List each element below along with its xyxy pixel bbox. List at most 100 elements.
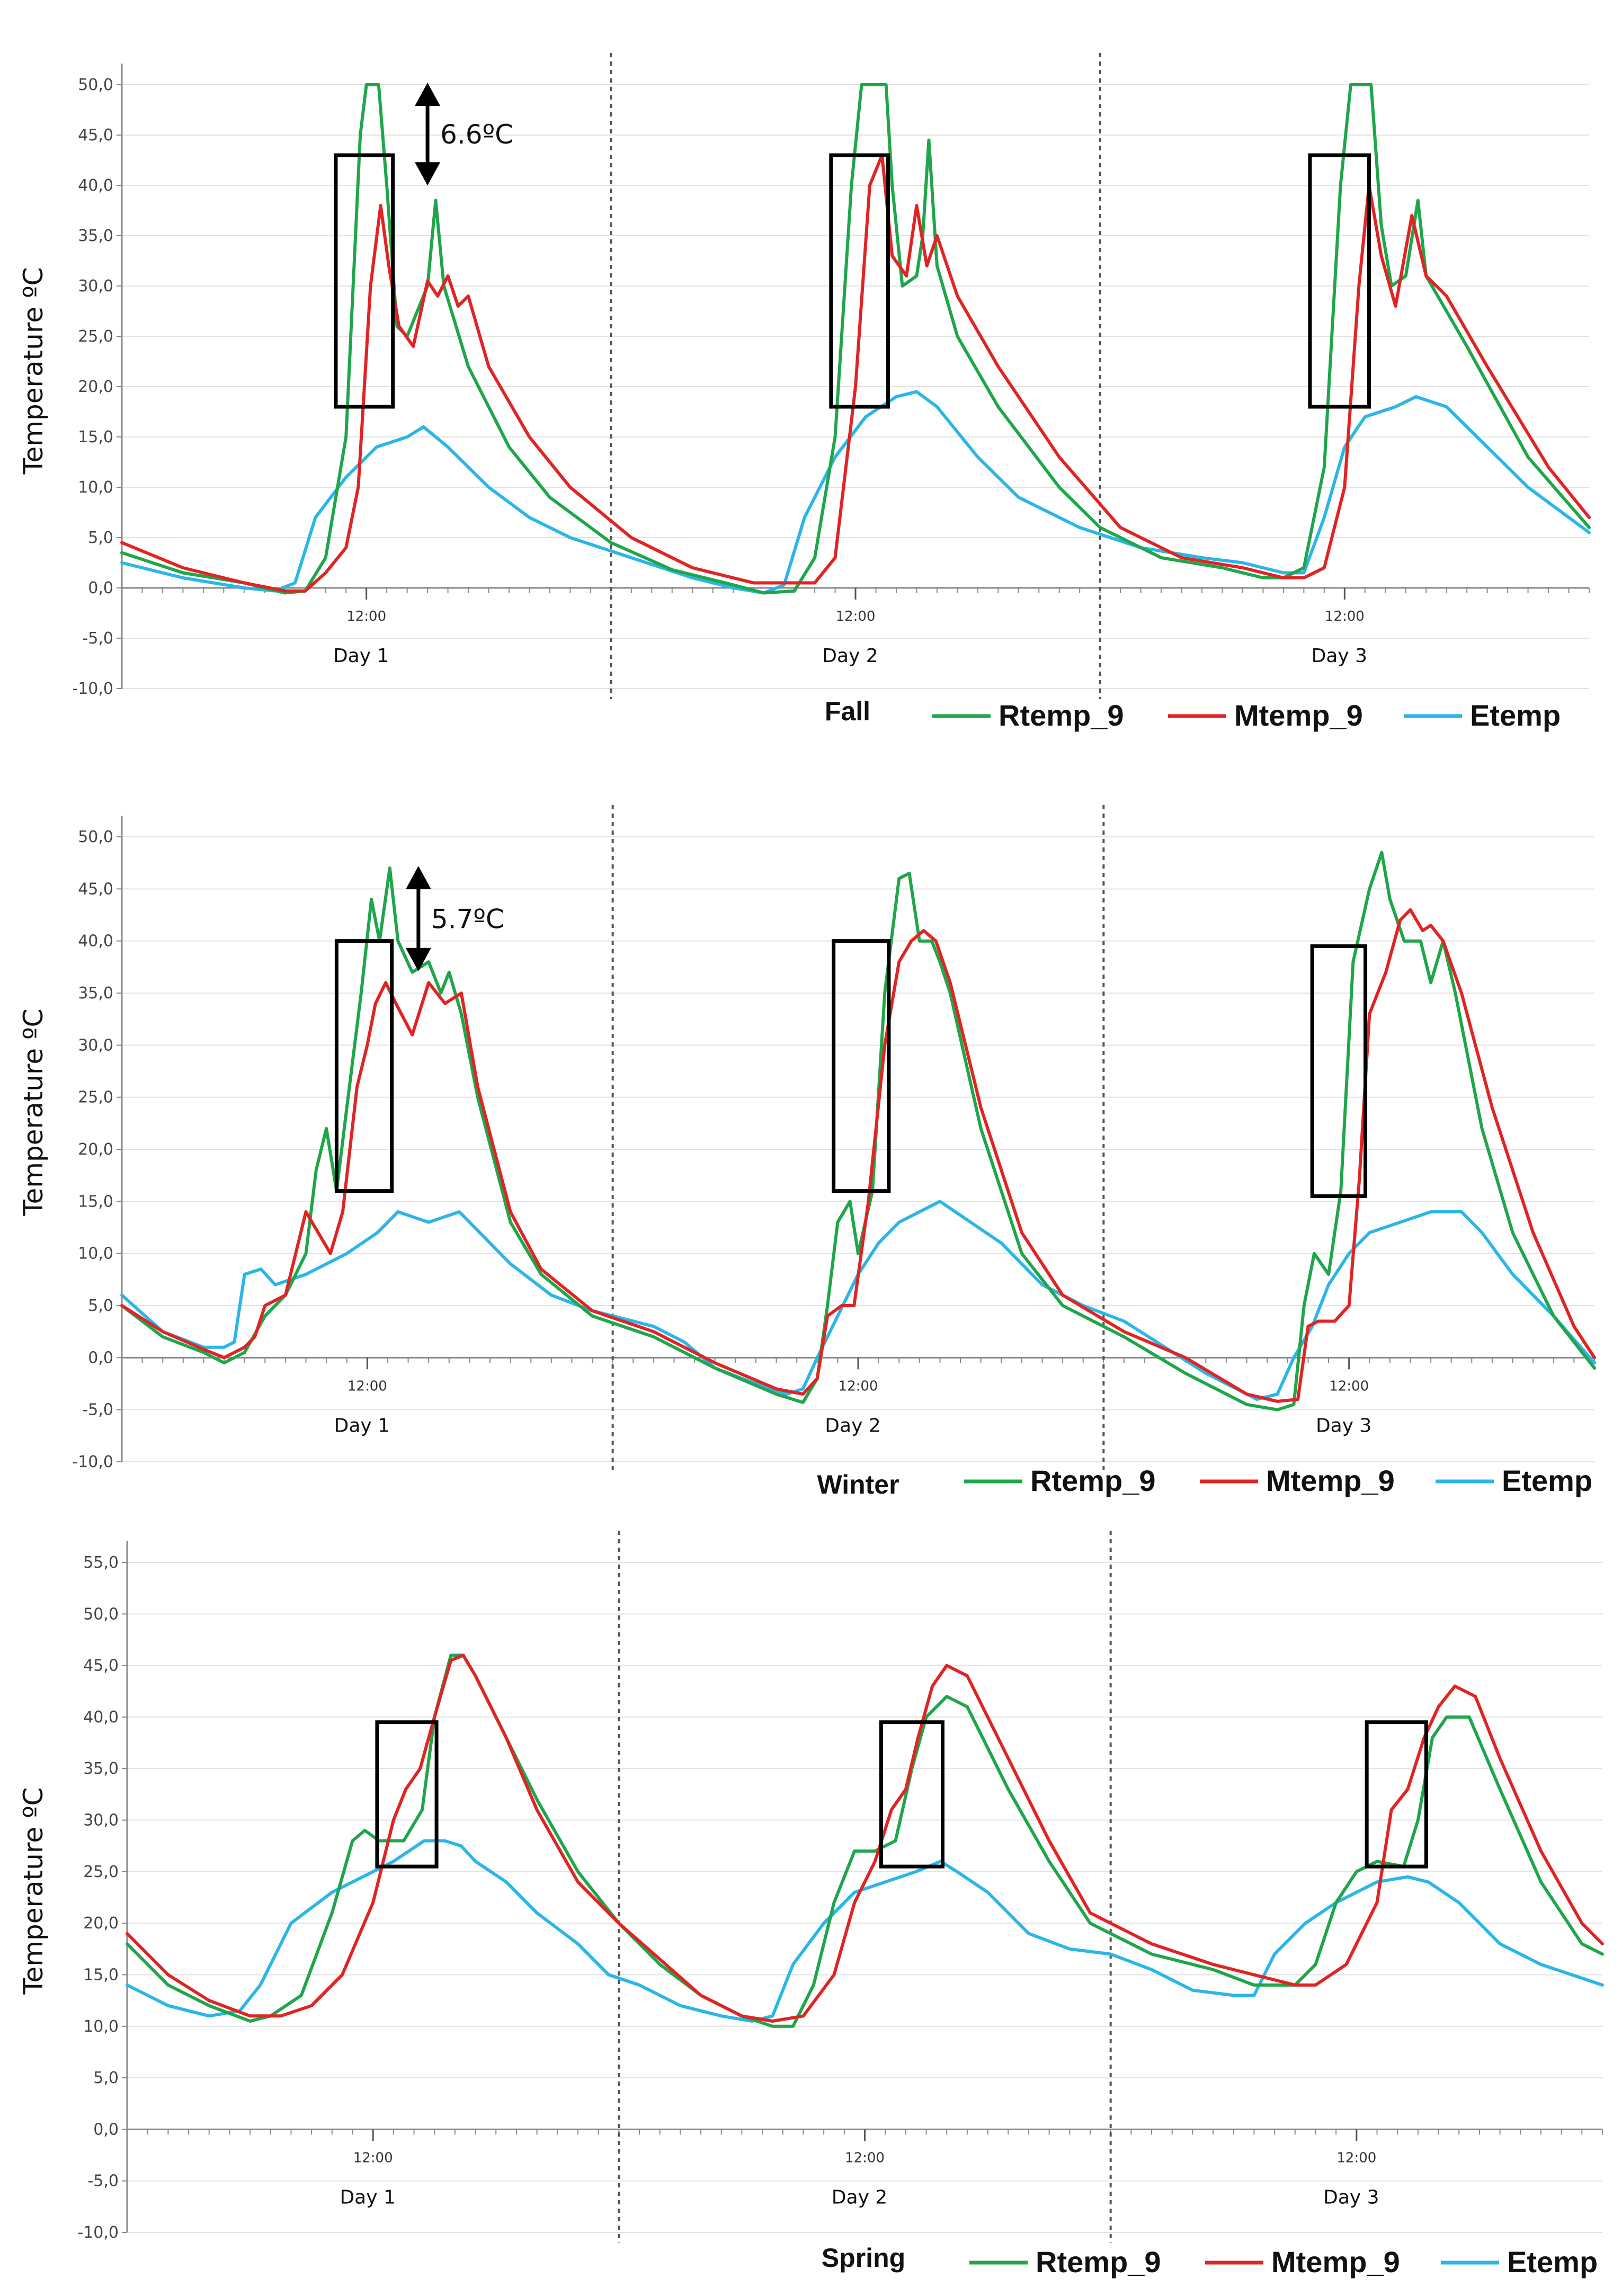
legend-label-etemp: Etemp — [1470, 699, 1561, 732]
y-axis-label: Temperature ºC — [18, 267, 49, 475]
x-tick-label: 12:00 — [347, 1378, 387, 1394]
x-tick-label: 12:00 — [839, 1378, 878, 1394]
day-label: Day 1 — [333, 645, 389, 667]
legend-label-mtemp_9: Mtemp_9 — [1271, 2245, 1400, 2279]
day-label: Day 3 — [1312, 645, 1367, 667]
day-label: Day 2 — [832, 2186, 887, 2208]
series-line-mtemp_9 — [126, 1654, 1604, 2023]
y-tick-label: 45,0 — [78, 126, 113, 145]
y-tick-label: 50,0 — [83, 1605, 119, 1623]
annotation-arrow-up-icon — [415, 83, 441, 106]
series-line-rtemp_9 — [120, 83, 1591, 595]
x-tick-label: 12:00 — [836, 609, 876, 624]
annotation-label: 5.7ºC — [431, 904, 504, 934]
y-tick-label: 25,0 — [78, 327, 113, 346]
highlight-box — [375, 1720, 439, 1869]
annotation-arrow-down-icon — [405, 948, 431, 971]
y-tick-label: 50,0 — [78, 76, 113, 94]
legend-label-etemp: Etemp — [1502, 1464, 1592, 1497]
legend-label-rtemp_9: Rtemp_9 — [1030, 1464, 1156, 1497]
y-tick-label: 5,0 — [88, 1297, 113, 1315]
x-tick-label: 12:00 — [1329, 1378, 1369, 1394]
y-tick-label: 10,0 — [83, 2017, 119, 2036]
y-tick-label: 15,0 — [78, 1192, 113, 1211]
y-axis-label: Temperature ºC — [18, 1787, 49, 1995]
x-tick-label: 12:00 — [1336, 2150, 1376, 2166]
legend-label-mtemp_9: Mtemp_9 — [1266, 1464, 1395, 1497]
y-tick-label: 0,0 — [88, 1348, 113, 1367]
y-tick-label: 15,0 — [78, 428, 113, 446]
day-label: Day 1 — [334, 1415, 390, 1436]
chart-panel-winter: -10,0 -5,0 0,0 5,0 10,0 15,0 20,0 25,0 30,0 35,0 4… — [18, 805, 1596, 1499]
annotation-arrow-up-icon — [405, 866, 431, 889]
annotation-label: 6.6ºC — [440, 119, 513, 150]
y-tick-label: 30,0 — [78, 1036, 113, 1055]
day-label: Day 3 — [1316, 1415, 1371, 1436]
legend-label-etemp: Etemp — [1507, 2245, 1598, 2279]
y-tick-label: 35,0 — [78, 227, 113, 245]
legend-label-mtemp_9: Mtemp_9 — [1234, 699, 1363, 732]
series-line-rtemp_9 — [126, 1654, 1604, 2028]
y-tick-label: 50,0 — [78, 828, 113, 846]
y-tick-label: -10,0 — [72, 680, 113, 698]
annotation-arrow-down-icon — [415, 162, 441, 186]
x-tick-label: 12:00 — [845, 2150, 885, 2166]
day-label: Day 1 — [340, 2186, 395, 2208]
highlight-box — [1310, 944, 1368, 1198]
highlight-box — [1308, 153, 1371, 409]
highlight-box — [334, 153, 395, 409]
chart-panel-fall: -10,0 -5,0 0,0 5,0 10,0 15,0 20,0 25,0 30,0 35,0 4… — [18, 53, 1591, 732]
season-title: Spring — [822, 2243, 905, 2273]
day-label: Day 2 — [822, 645, 878, 667]
y-tick-label: 20,0 — [78, 1140, 113, 1159]
highlight-box — [879, 1720, 944, 1869]
day-label: Day 3 — [1323, 2186, 1379, 2208]
series-line-etemp — [120, 1200, 1596, 1401]
y-tick-label: 20,0 — [78, 378, 113, 396]
y-tick-label: 45,0 — [83, 1657, 119, 1675]
y-tick-label: 0,0 — [88, 579, 113, 597]
y-tick-label: 40,0 — [78, 932, 113, 951]
y-tick-label: 10,0 — [78, 1245, 113, 1263]
y-tick-label: 25,0 — [78, 1088, 113, 1107]
y-tick-label: 55,0 — [83, 1553, 119, 1572]
day-label: Day 2 — [825, 1415, 880, 1436]
legend-label-rtemp_9: Rtemp_9 — [1036, 2245, 1161, 2279]
y-tick-label: 40,0 — [78, 176, 113, 195]
y-tick-label: 25,0 — [83, 1863, 119, 1881]
series-line-rtemp_9 — [120, 851, 1596, 1411]
y-tick-label: 30,0 — [83, 1811, 119, 1830]
series-line-mtemp_9 — [120, 154, 1591, 593]
season-title: Fall — [825, 696, 870, 726]
highlight-box — [334, 939, 394, 1193]
x-tick-label: 12:00 — [346, 609, 386, 624]
y-tick-label: -10,0 — [77, 2223, 119, 2242]
x-tick-label: 12:00 — [353, 2150, 393, 2166]
season-title: Winter — [817, 1470, 899, 1499]
series-line-etemp — [120, 390, 1591, 595]
series-line-mtemp_9 — [120, 908, 1596, 1403]
y-tick-label: 30,0 — [78, 277, 113, 296]
y-tick-label: 45,0 — [78, 880, 113, 898]
y-tick-label: -5,0 — [87, 2172, 119, 2191]
chart-panel-spring: -10,0 -5,0 0,0 5,0 10,0 15,0 20,0 25,0 30,0 35,0 4… — [18, 1531, 1604, 2279]
y-tick-label: 10,0 — [78, 478, 113, 497]
legend-label-rtemp_9: Rtemp_9 — [999, 699, 1124, 732]
y-tick-label: 5,0 — [88, 529, 113, 547]
y-tick-label: -5,0 — [82, 629, 113, 648]
highlight-box — [829, 153, 890, 409]
y-tick-label: 40,0 — [83, 1708, 119, 1727]
highlight-box — [832, 939, 891, 1193]
y-tick-label: 35,0 — [78, 984, 113, 1003]
y-tick-label: 15,0 — [83, 1966, 119, 1984]
y-tick-label: -10,0 — [72, 1453, 113, 1471]
y-axis-label: Temperature ºC — [18, 1008, 49, 1216]
y-tick-label: 20,0 — [83, 1914, 119, 1933]
x-tick-label: 12:00 — [1325, 609, 1365, 624]
y-tick-label: 0,0 — [93, 2120, 119, 2139]
y-tick-label: -5,0 — [82, 1401, 113, 1419]
y-tick-label: 5,0 — [93, 2069, 119, 2087]
y-tick-label: 35,0 — [83, 1759, 119, 1778]
highlight-box — [1365, 1720, 1428, 1869]
